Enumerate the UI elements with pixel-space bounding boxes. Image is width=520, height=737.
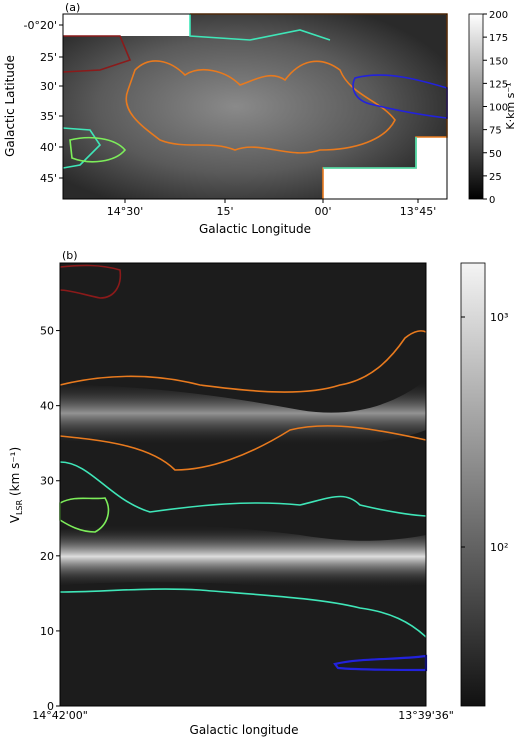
panel-b-cbar-tick-100: 10² [490,541,508,554]
panel-b-colorbar [460,262,486,707]
contour-orange-lower [59,425,427,471]
panel-b-band-20kms [60,524,426,589]
panel-a-cbar-tick-label: 100 [489,103,508,114]
panel-a-cbar-tick-label: 25 [489,172,502,183]
contour-green [59,497,110,533]
panel-a-colorbar-label: K·km s⁻¹ [504,82,517,129]
contour-teal-bottom [323,137,417,169]
panel-a-mask-top-left [63,14,190,36]
panel-a-ytick-label: 25' [40,51,57,64]
panel-a-ytick-label: -0°20' [24,19,58,32]
panel-a-xlabel: Galactic Longitude [199,222,311,236]
panel-a-xtick-label: 14°30' [107,205,144,218]
panel-a-xtick-label: 00' [314,205,331,218]
panel-b-contours [59,264,428,672]
panel-b-label: (b) [62,249,78,262]
panel-b-ylabel: VLSR (km s⁻¹) [8,447,24,523]
panel-b-ylabel-main: V [8,514,22,523]
panel-b-ytick-label: 30 [40,475,54,488]
panel-a: (a) -0°20' 25' 30' 35' 40' 45' 14°30' 15' 00' 13… [3,1,517,236]
panel-a-cbar-tick-label: 0 [489,195,495,206]
panel-a-ytick-label: 45' [40,172,57,185]
panel-a-xtick-label: 15' [216,205,233,218]
contour-teal-left [62,127,102,169]
panel-b-ylabel-sub: LSR [15,499,24,515]
panel-a-ytick-label: 35' [40,110,57,123]
panel-a-label: (a) [65,1,80,14]
panel-b-y-ticks: 0 10 20 30 40 50 [40,325,60,713]
panel-b-image [60,263,426,706]
panel-a-colorbar [468,13,484,200]
panel-b-ytick-label: 0 [47,700,54,713]
panel-b-band-40kms [60,380,426,447]
panel-a-cbar-tick-label: 150 [489,56,508,67]
panel-a-mask-bottom-right [323,168,447,199]
contour-green [69,136,127,163]
panel-b-ytick-label: 10 [40,625,54,638]
contour-teal-top [189,14,331,41]
panel-a-cbar-tick-label: 50 [489,149,502,160]
panel-b-ytick-label: 50 [40,325,54,338]
panel-a-mask-right [416,137,447,168]
panel-b-ytick-label: 20 [40,550,54,563]
panel-a-cbar-tick-label: 125 [489,79,508,90]
panel-a-x-ticks: 14°30' 15' 00' 13°45' [107,199,437,218]
panel-b-xtick-right: 13°39'36" [398,709,454,722]
panel-a-xtick-label: 13°45' [400,205,437,218]
panel-a-cbar-tick-label: 200 [489,10,508,21]
contour-darkred [62,35,132,73]
panel-b-ytick-label: 40 [40,400,54,413]
panel-b-cbar-tick-1000: 10³ [490,311,508,324]
panel-a-colorbar-ticks: 200 175 150 125 100 75 50 25 0 [483,10,508,206]
panel-a-frame [62,13,448,200]
contour-teal-upper [59,461,427,517]
panel-a-cbar-tick-label: 175 [489,33,508,44]
panel-a-ytick-label: 40' [40,141,57,154]
panel-b-frame [59,262,427,707]
panel-a-ylabel: Galactic Latitude [3,55,17,157]
panel-a-y-ticks: -0°20' 25' 30' 35' 40' 45' [24,19,63,185]
panel-a-cbar-tick-label: 75 [489,126,502,137]
panel-b: (b) 0 10 20 30 40 50 14°42'00" 13°39'36" Gala… [8,249,508,737]
panel-a-ytick-label: 30' [40,80,57,93]
panel-b-xlabel: Galactic longitude [190,723,299,737]
contour-blue [352,74,448,119]
panel-b-xtick-left: 14°42'00" [32,709,88,722]
contour-orange-upper [59,330,427,393]
contour-teal-lower [59,588,427,638]
panel-b-ylabel-rest: (km s⁻¹) [8,447,22,500]
contour-darkred [59,264,122,299]
